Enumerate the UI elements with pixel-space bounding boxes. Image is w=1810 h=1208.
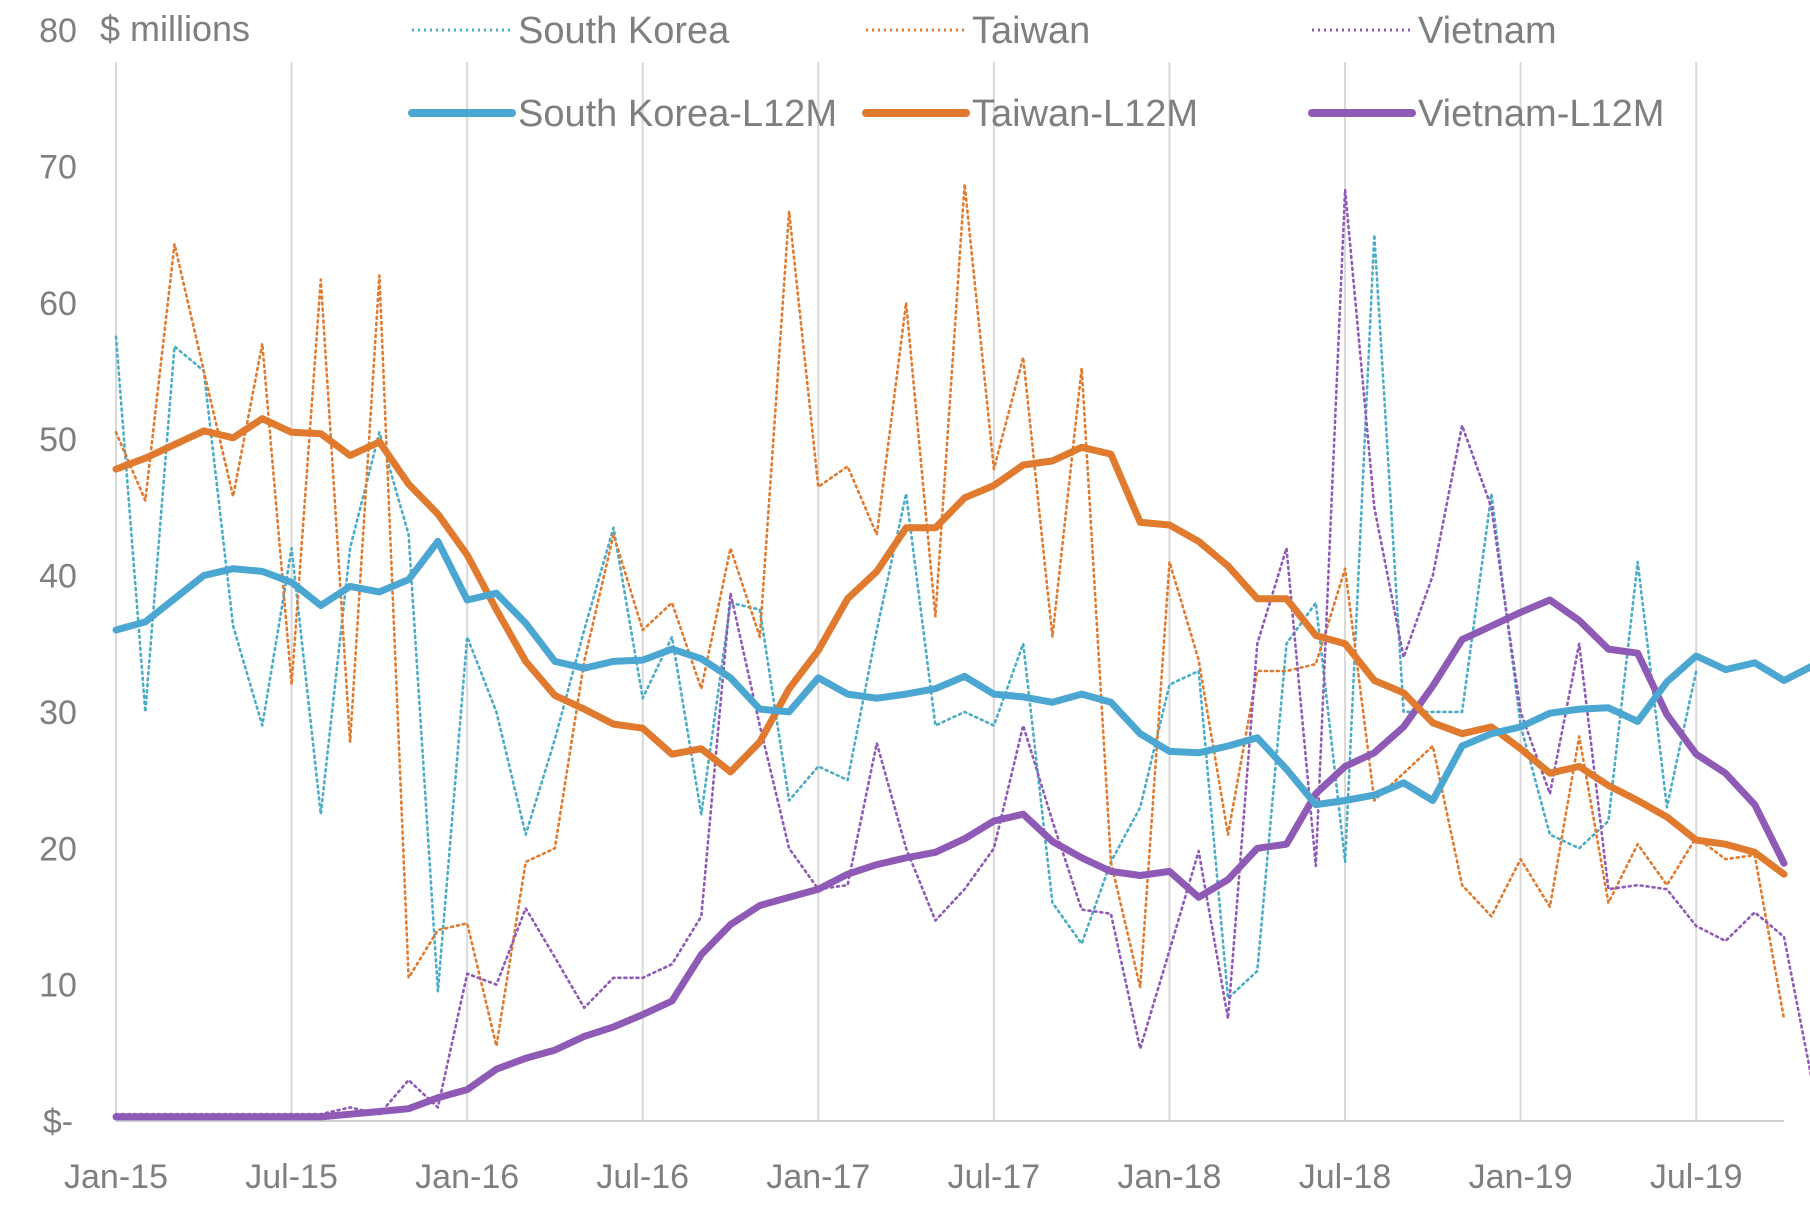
x-tick-label: Jan-17 bbox=[766, 1158, 870, 1196]
legend-label-taiwan-l12m: Taiwan-L12M bbox=[972, 93, 1198, 135]
x-tick-label: Jan-19 bbox=[1469, 1158, 1573, 1196]
x-tick-label: Jan-16 bbox=[415, 1158, 519, 1196]
legend-label-vietnam-l12m: Vietnam-L12M bbox=[1418, 93, 1664, 135]
x-tick-label: Jul-16 bbox=[596, 1158, 689, 1196]
x-tick-label: Jul-18 bbox=[1299, 1158, 1392, 1196]
series-line-taiwan-l12m bbox=[112, 415, 1788, 878]
y-tick-label: 80 bbox=[39, 12, 77, 50]
legend-label-south-korea-l12m: South Korea-L12M bbox=[518, 93, 837, 135]
y-tick-label: 10 bbox=[39, 967, 77, 1005]
series-line-vietnam bbox=[114, 188, 1810, 1116]
x-tick-label: Jan-15 bbox=[64, 1158, 168, 1196]
y-tick-label: 20 bbox=[39, 830, 77, 868]
series-lines bbox=[112, 182, 1810, 1121]
y-axis-ticks: $- 10 20 30 40 50 60 70 80 bbox=[39, 12, 77, 1141]
legend: South Korea Taiwan Vietnam South Korea-L12M… bbox=[408, 10, 1664, 135]
y-tick-label: $- bbox=[43, 1103, 73, 1141]
x-axis-ticks: Jan-15 Jul-15 Jan-16 Jul-16 Jan-17 Jul-17 Jan-… bbox=[64, 1158, 1742, 1196]
y-tick-label: 40 bbox=[39, 558, 77, 596]
x-tick-label: Jul-19 bbox=[1650, 1158, 1743, 1196]
y-tick-label: 50 bbox=[39, 421, 77, 459]
y-tick-label: 60 bbox=[39, 285, 77, 323]
y-tick-label: 30 bbox=[39, 694, 77, 732]
y-axis-unit-label: $ millions bbox=[100, 8, 250, 49]
series-line-south-korea bbox=[114, 233, 1698, 1000]
x-tick-label: Jul-15 bbox=[245, 1158, 338, 1196]
y-tick-label: 70 bbox=[39, 148, 77, 186]
vertical-gridlines bbox=[115, 62, 1698, 1121]
x-tick-label: Jan-18 bbox=[1117, 1158, 1221, 1196]
series-line-taiwan bbox=[114, 182, 1786, 1048]
x-tick-label: Jul-17 bbox=[948, 1158, 1041, 1196]
series-line-vietnam-l12m bbox=[112, 596, 1788, 1121]
legend-label-taiwan: Taiwan bbox=[972, 10, 1090, 52]
legend-label-vietnam: Vietnam bbox=[1418, 10, 1557, 52]
legend-label-south-korea: South Korea bbox=[518, 10, 730, 52]
series-line-south-korea-l12m bbox=[112, 537, 1810, 809]
